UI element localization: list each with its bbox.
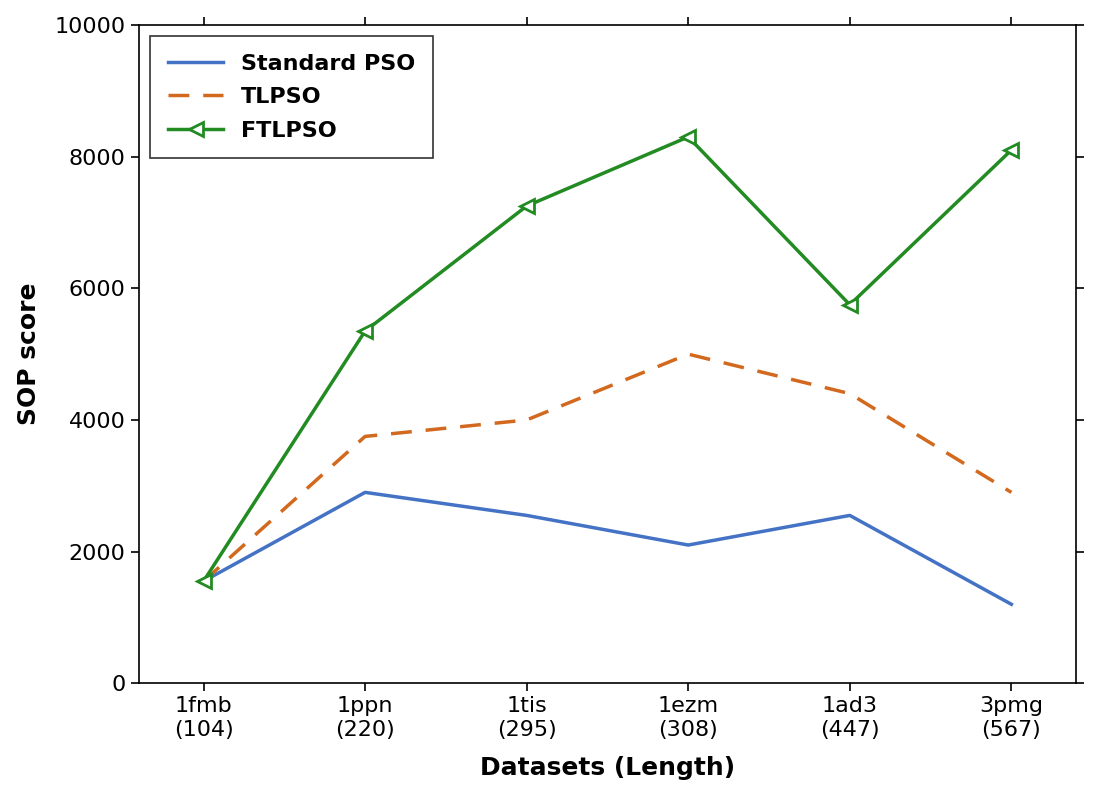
X-axis label: Datasets (Length): Datasets (Length)	[480, 756, 735, 780]
Legend: Standard PSO, TLPSO, FTLPSO: Standard PSO, TLPSO, FTLPSO	[150, 36, 433, 159]
Y-axis label: SOP score: SOP score	[17, 283, 41, 426]
